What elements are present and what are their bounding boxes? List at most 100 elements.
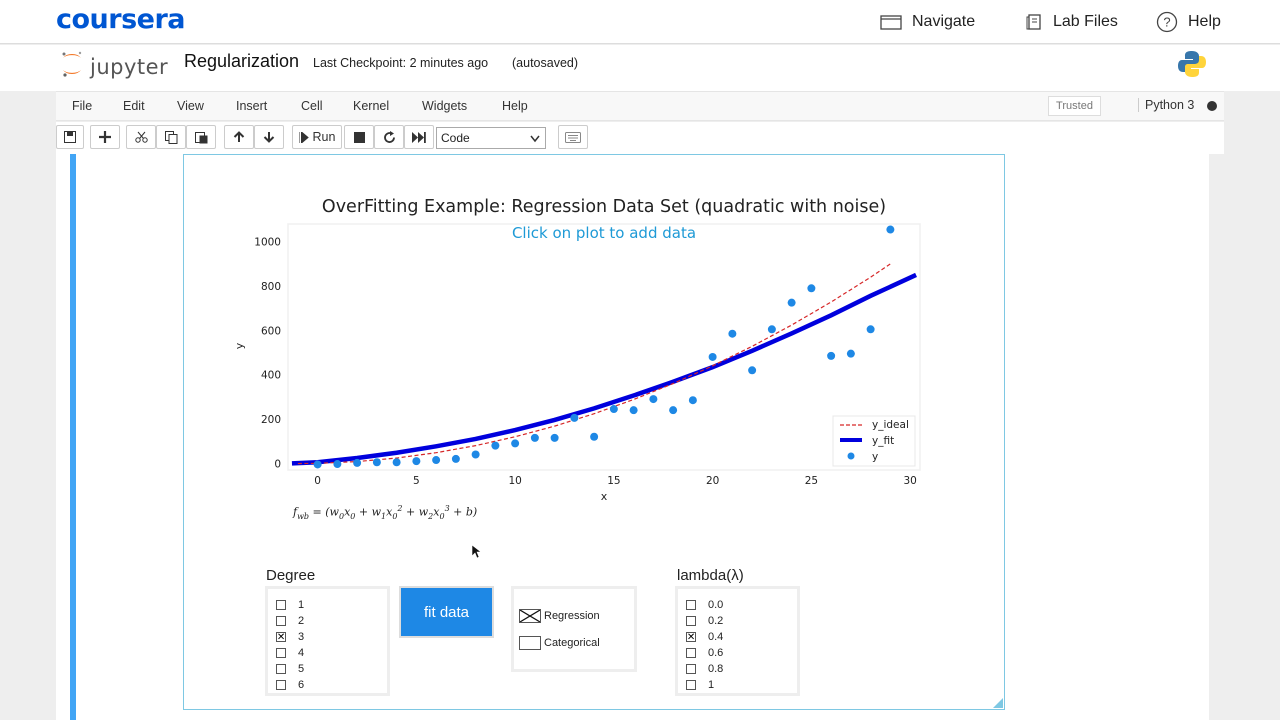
- lambda-option[interactable]: ✕ 0.4: [686, 630, 723, 644]
- navigate-button[interactable]: Navigate: [880, 10, 975, 34]
- restart-button[interactable]: [374, 125, 404, 149]
- data-point: [570, 413, 579, 422]
- data-point: [688, 396, 697, 405]
- save-button[interactable]: [56, 125, 84, 149]
- mode-categorical-box[interactable]: [519, 636, 541, 650]
- fast-forward-button[interactable]: [404, 125, 434, 149]
- lambda-checkbox[interactable]: [686, 648, 696, 658]
- degree-option-label: 5: [298, 663, 305, 675]
- lambda-checkbox[interactable]: [686, 664, 696, 674]
- lambda-label: lambda(λ): [677, 567, 744, 584]
- selected-cell-indicator: [70, 154, 76, 720]
- navigate-icon: [880, 14, 902, 30]
- data-point: [728, 329, 737, 338]
- menu-kernel[interactable]: Kernel: [353, 99, 390, 113]
- lambda-checkbox[interactable]: [686, 616, 696, 626]
- menu-file[interactable]: File: [72, 99, 93, 113]
- keyboard-icon: [565, 131, 581, 143]
- lambda-option[interactable]: 0.0: [686, 598, 723, 612]
- degree-option[interactable]: 5: [276, 662, 304, 676]
- lambda-checkbox[interactable]: [686, 600, 696, 610]
- cell-type-value: Code: [441, 131, 470, 145]
- lambda-option[interactable]: 0.2: [686, 614, 723, 628]
- lambda-option-label: 1: [708, 679, 715, 691]
- chart-legend: y_ideal y_fit y: [832, 415, 916, 467]
- move-up-icon: [233, 131, 245, 142]
- y-tick-label: 400: [261, 370, 281, 382]
- cut-button[interactable]: [126, 125, 156, 149]
- kernel-name[interactable]: Python 3: [1138, 98, 1194, 112]
- menu-insert[interactable]: Insert: [236, 99, 268, 113]
- x-tick-label: 0: [314, 475, 321, 487]
- degree-option[interactable]: 2: [276, 614, 304, 628]
- degree-checkbox[interactable]: [276, 664, 286, 674]
- lab-files-button[interactable]: Lab Files: [1025, 10, 1118, 34]
- coursera-logo[interactable]: coursera: [56, 4, 186, 35]
- checkpoint-status: Last Checkpoint: 2 minutes ago: [313, 56, 489, 70]
- trusted-badge[interactable]: Trusted: [1048, 96, 1101, 116]
- degree-option[interactable]: 4: [276, 646, 304, 660]
- lambda-checkbox[interactable]: ✕: [686, 631, 696, 643]
- cell-type-select[interactable]: Code: [436, 127, 546, 149]
- degree-checkbox-panel: 1 2 ✕ 3 4 5 6: [265, 586, 390, 696]
- mode-regression-box[interactable]: [519, 609, 541, 623]
- menu-widgets[interactable]: Widgets: [422, 99, 468, 113]
- navigate-label: Navigate: [912, 13, 976, 30]
- copy-icon: [164, 130, 177, 144]
- data-point: [609, 405, 618, 414]
- copy-button[interactable]: [156, 125, 186, 149]
- legend-label-y-ideal: y_ideal: [872, 419, 909, 431]
- x-tick-label: 30: [903, 475, 916, 487]
- mode-panel: Regression Categorical: [511, 586, 637, 672]
- plot-area[interactable]: [287, 223, 921, 471]
- y-axis-label: y: [233, 342, 246, 349]
- notebook-title[interactable]: Regularization: [184, 51, 300, 71]
- help-button[interactable]: ? Help: [1156, 10, 1221, 34]
- data-point: [451, 454, 460, 463]
- menu-help[interactable]: Help: [502, 99, 528, 113]
- menu-view[interactable]: View: [177, 99, 204, 113]
- move-up-button[interactable]: [224, 125, 254, 149]
- coursera-header: coursera Navigate Lab Files ? Help: [0, 0, 1280, 44]
- degree-option[interactable]: 6: [276, 678, 304, 692]
- data-point: [372, 458, 381, 467]
- command-palette-button[interactable]: [558, 125, 588, 149]
- legend-label-y-fit: y_fit: [872, 435, 894, 447]
- fit-data-button[interactable]: fit data: [399, 586, 494, 638]
- data-point: [550, 433, 559, 442]
- move-down-button[interactable]: [254, 125, 284, 149]
- degree-checkbox[interactable]: [276, 616, 286, 626]
- degree-option[interactable]: ✕ 3: [276, 630, 304, 644]
- mode-categorical-label: Categorical: [544, 637, 600, 649]
- lambda-checkbox[interactable]: [686, 680, 696, 690]
- menu-edit[interactable]: Edit: [123, 99, 145, 113]
- x-tick-label: 10: [508, 475, 521, 487]
- degree-checkbox[interactable]: ✕: [276, 631, 286, 643]
- series-line-y-ideal: [297, 263, 891, 465]
- degree-checkbox[interactable]: [276, 680, 286, 690]
- run-button[interactable]: Run: [292, 125, 342, 149]
- jupyter-logo[interactable]: jupyter: [60, 50, 168, 83]
- mode-regression-option[interactable]: Regression: [519, 609, 600, 623]
- data-point: [530, 433, 539, 442]
- jupyter-header: [0, 45, 1280, 91]
- resize-handle-icon[interactable]: [993, 698, 1003, 708]
- jupyter-logo-icon: [60, 50, 84, 83]
- degree-checkbox[interactable]: [276, 648, 286, 658]
- data-point: [471, 450, 480, 459]
- lambda-option[interactable]: 1: [686, 678, 714, 692]
- data-point: [511, 439, 520, 448]
- degree-checkbox[interactable]: [276, 600, 286, 610]
- menu-cell[interactable]: Cell: [301, 99, 323, 113]
- mode-categorical-option[interactable]: Categorical: [519, 636, 600, 650]
- mode-regression-label: Regression: [544, 610, 600, 622]
- lambda-option[interactable]: 0.6: [686, 646, 723, 660]
- notebook-toolbar: Run Code: [56, 122, 1224, 154]
- lambda-option[interactable]: 0.8: [686, 662, 723, 676]
- chevron-down-icon: [530, 135, 540, 143]
- add-cell-button[interactable]: [90, 125, 120, 149]
- paste-button[interactable]: [186, 125, 216, 149]
- degree-option[interactable]: 1: [276, 598, 304, 612]
- stop-button[interactable]: [344, 125, 374, 149]
